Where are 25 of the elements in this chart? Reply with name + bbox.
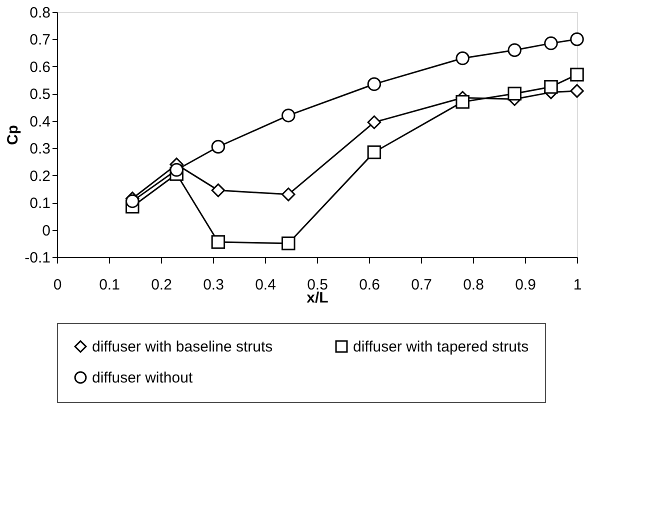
y-tick-label: 0.3 [30,140,50,158]
y-tick-label: 0.4 [30,113,50,130]
y-tick-label: -0.1 [24,250,50,266]
x-tick-label: 0.8 [463,276,484,294]
y-tick-label: 0.6 [30,58,50,76]
legend-label: diffuser with tapered struts [353,338,529,356]
x-tick-label: 0.6 [359,276,380,294]
x-tick-label: 1 [573,276,582,294]
y-tick-label: 0.8 [30,4,50,22]
y-tick-label: 0 [42,222,50,240]
legend-label: diffuser with baseline struts [92,338,273,356]
x-tick-label: 0.9 [515,276,536,294]
y-tick-label: 0.1 [30,195,50,212]
x-tick-label: 0.3 [203,276,224,294]
x-tick-label: 0.7 [411,276,432,294]
y-axis-title: Cp [4,125,22,145]
y-tick-label: 0.7 [30,32,50,49]
x-tick-label: 0 [53,276,62,294]
x-tick-label: 0.4 [255,276,276,294]
y-tick-label: 0.5 [30,86,50,104]
x-tick-label: 0.1 [99,276,120,294]
x-tick-label: 0.2 [151,276,172,294]
x-axis-title: x/L [306,290,328,306]
legend-label: diffuser without [92,370,194,386]
y-tick-label: 0.2 [30,168,50,185]
